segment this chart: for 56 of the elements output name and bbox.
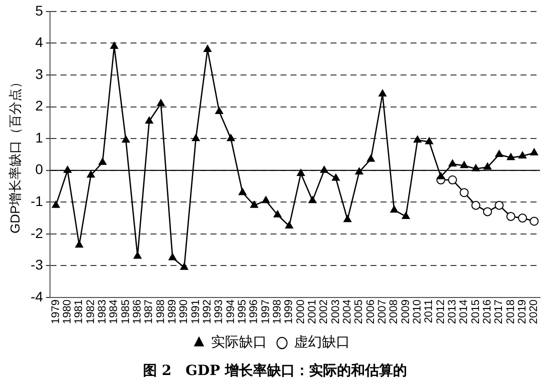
x-tick-label: 1988 bbox=[154, 300, 167, 324]
x-tick-label: 2013 bbox=[446, 300, 459, 324]
y-tick-label: 0 bbox=[35, 161, 44, 178]
x-tick-label: 1982 bbox=[84, 300, 97, 324]
x-tick-label: 1995 bbox=[236, 300, 249, 324]
x-tick-label: 2000 bbox=[294, 300, 307, 324]
y-tick-label: 4 bbox=[35, 34, 44, 50]
x-tick-label: 1997 bbox=[260, 300, 272, 324]
x-tick-label: 2012 bbox=[434, 300, 447, 324]
x-tick-label: 2007 bbox=[376, 300, 389, 324]
y-tick-label: 2 bbox=[35, 98, 44, 114]
x-tick-label: 2008 bbox=[388, 300, 400, 324]
x-tick-label: 2018 bbox=[504, 300, 517, 324]
x-tick-label: 2010 bbox=[412, 300, 424, 324]
y-tick-label: 5 bbox=[35, 2, 44, 18]
x-tick-label: 2006 bbox=[364, 300, 377, 324]
y-axis-title: GDP增长率缺口（百分点） bbox=[7, 75, 22, 234]
y-tick-label: -3 bbox=[30, 256, 44, 273]
x-tick-label: 2016 bbox=[482, 300, 494, 324]
x-tick-label: 1992 bbox=[202, 300, 214, 324]
x-tick-label: 2017 bbox=[493, 300, 506, 324]
x-tick-label: 2020 bbox=[528, 300, 540, 324]
x-tick-label: 1984 bbox=[108, 300, 120, 324]
y-tick-label: -2 bbox=[30, 224, 44, 241]
x-tick-label: 1986 bbox=[132, 300, 144, 324]
x-tick-label: 1993 bbox=[213, 300, 226, 324]
y-tick-label: 1 bbox=[35, 129, 44, 146]
x-tick-label: 1999 bbox=[283, 300, 296, 324]
x-tick-label: 1980 bbox=[62, 300, 74, 324]
x-tick-label: 2001 bbox=[306, 300, 319, 324]
x-tick-label: 2009 bbox=[400, 300, 412, 324]
y-tick-label: 3 bbox=[35, 66, 44, 82]
x-tick-label: 1985 bbox=[120, 300, 132, 324]
x-tick-label: 2005 bbox=[353, 300, 366, 324]
y-tick-label: -4 bbox=[30, 288, 44, 304]
x-tick-label: 1990 bbox=[178, 300, 190, 324]
legend-label: 虚幻缺口 bbox=[294, 334, 350, 351]
x-tick-label: 2002 bbox=[318, 300, 330, 324]
y-tick-label: -1 bbox=[30, 193, 44, 210]
x-tick-label: 1987 bbox=[143, 300, 156, 324]
x-tick-label: 1991 bbox=[190, 300, 202, 324]
x-tick-label: 2019 bbox=[516, 300, 529, 324]
x-tick-label: 2004 bbox=[342, 300, 354, 324]
text: 图 2 GDP 增长率缺口：实际的和估算的 bbox=[142, 362, 408, 380]
x-tick-label: 1996 bbox=[248, 300, 260, 324]
x-tick-label: 1989 bbox=[166, 300, 179, 324]
x-tick-label: 1983 bbox=[96, 300, 109, 324]
x-tick-label: 2015 bbox=[470, 300, 482, 324]
x-tick-label: 2011 bbox=[423, 300, 436, 324]
legend-label: 实际缺口 bbox=[211, 334, 267, 351]
x-tick-label: 2014 bbox=[458, 300, 470, 324]
x-tick-label: 1981 bbox=[73, 300, 86, 324]
x-tick-label: 2003 bbox=[330, 300, 342, 324]
x-tick-label: 1994 bbox=[224, 300, 237, 324]
x-tick-label: 1998 bbox=[272, 300, 284, 324]
x-tick-label: 1979 bbox=[50, 300, 62, 324]
